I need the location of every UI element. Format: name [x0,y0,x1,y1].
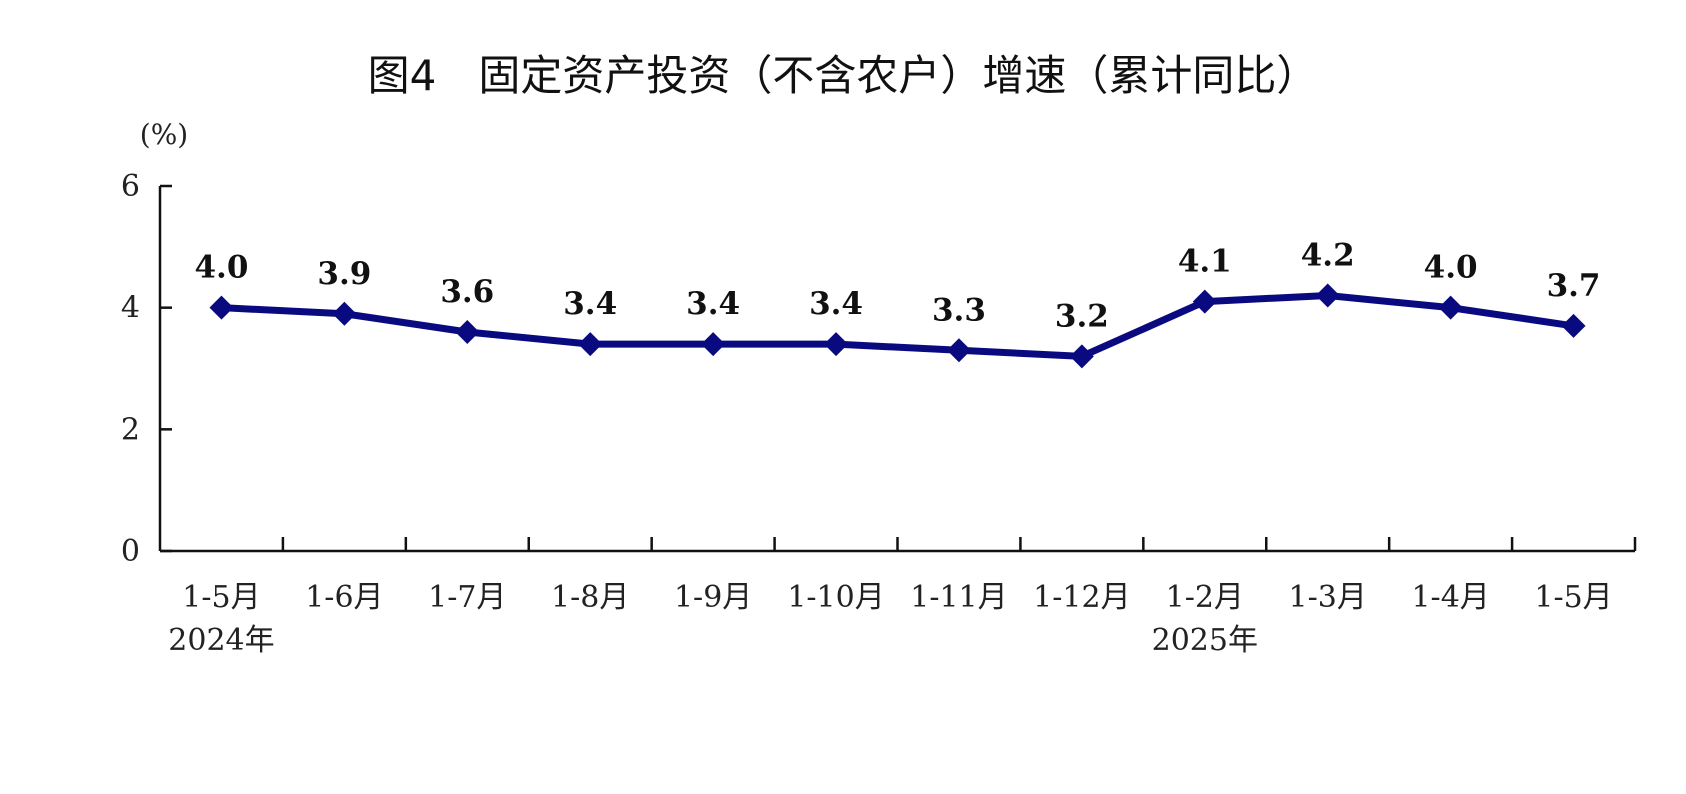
data-point-marker [1192,289,1217,314]
data-label: 3.4 [809,286,863,322]
y-tick-label: 2 [121,412,140,447]
data-label: 4.0 [1424,250,1478,286]
data-point-marker [1438,295,1463,320]
data-label: 3.4 [563,286,617,322]
data-point-marker [824,332,849,357]
data-point-marker [209,295,234,320]
data-point-marker [946,338,971,363]
x-ticks [281,537,1637,551]
x-tick-label: 1-3月 [1289,580,1367,615]
x-tick-label: 1-5月 [1534,580,1612,615]
series-line [217,292,1578,360]
x-tick-label: 1-2月 [1166,580,1244,615]
x-tick-label: 1-10月 [787,580,884,615]
data-label: 3.2 [1055,298,1109,334]
data-point-marker [1561,313,1586,338]
x-tick-label: 1-12月 [1033,580,1130,615]
year-label: 2024年 [168,623,274,658]
x-tick-label: 1-4月 [1411,580,1489,615]
x-tick-label: 1-7月 [428,580,506,615]
chart-title: 图4 固定资产投资（不含农户）增速（累计同比） [367,51,1319,100]
data-label: 4.2 [1301,238,1355,274]
y-ticks: 0 2 4 6 [121,169,172,569]
y-axis-unit: (%) [140,118,188,151]
data-point-marker [701,332,726,357]
data-label: 4.0 [194,250,248,286]
y-tick-label: 6 [121,169,140,204]
x-tick-label: 1-8月 [551,580,629,615]
data-label: 3.4 [686,286,740,322]
series-group: 4.0 3.9 3.6 3.4 3.4 3.4 3.3 3.2 4.1 4.2 4.0 3.7 [194,238,1601,369]
year-label: 2025年 [1152,623,1258,658]
data-point-marker [1069,344,1094,369]
x-tick-label: 1-11月 [910,580,1007,615]
x-tick-label: 1-6月 [305,580,383,615]
x-labels: 1-5月 1-6月 1-7月 1-8月 1-9月 1-10月 1-11月 1-12月 1-2月 1… [168,580,1612,658]
data-label: 3.6 [440,274,494,310]
x-tick-label: 1-5月 [182,580,260,615]
data-label: 3.3 [932,292,986,328]
data-point-marker [455,320,480,344]
data-point-marker [332,301,357,326]
x-tick-label: 1-9月 [674,580,752,615]
data-label: 4.1 [1178,244,1232,280]
y-tick-label: 4 [121,291,140,326]
data-point-marker [1315,283,1340,308]
data-label: 3.7 [1547,268,1601,304]
y-tick-label: 0 [121,534,140,569]
data-label: 3.9 [317,256,371,292]
data-point-marker [578,332,603,357]
